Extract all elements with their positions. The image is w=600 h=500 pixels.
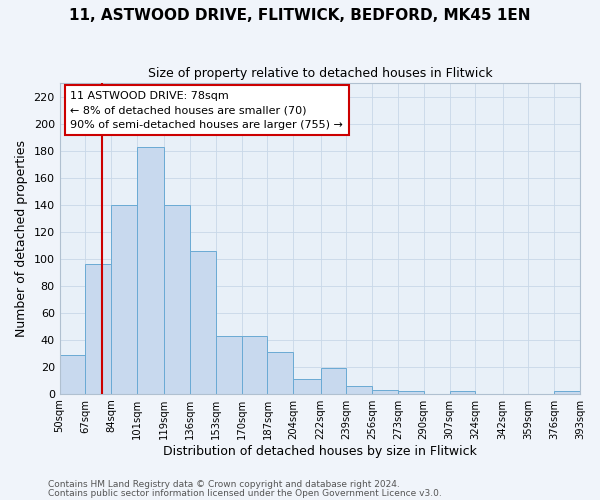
Bar — [164, 204, 190, 394]
Bar — [346, 386, 372, 394]
Bar — [242, 336, 268, 394]
Bar — [268, 352, 293, 394]
Bar — [398, 391, 424, 394]
Text: Contains public sector information licensed under the Open Government Licence v3: Contains public sector information licen… — [48, 488, 442, 498]
Bar — [111, 204, 137, 394]
Text: 11, ASTWOOD DRIVE, FLITWICK, BEDFORD, MK45 1EN: 11, ASTWOOD DRIVE, FLITWICK, BEDFORD, MK… — [69, 8, 531, 22]
Title: Size of property relative to detached houses in Flitwick: Size of property relative to detached ho… — [148, 68, 492, 80]
Bar — [59, 354, 85, 394]
Bar — [293, 379, 320, 394]
Y-axis label: Number of detached properties: Number of detached properties — [15, 140, 28, 337]
Bar — [449, 391, 475, 394]
Bar — [85, 264, 111, 394]
Text: Contains HM Land Registry data © Crown copyright and database right 2024.: Contains HM Land Registry data © Crown c… — [48, 480, 400, 489]
Bar — [320, 368, 346, 394]
Bar — [190, 250, 216, 394]
Bar — [137, 146, 164, 394]
Bar — [554, 391, 580, 394]
Text: 11 ASTWOOD DRIVE: 78sqm
← 8% of detached houses are smaller (70)
90% of semi-det: 11 ASTWOOD DRIVE: 78sqm ← 8% of detached… — [70, 91, 343, 130]
X-axis label: Distribution of detached houses by size in Flitwick: Distribution of detached houses by size … — [163, 444, 477, 458]
Bar — [372, 390, 398, 394]
Bar — [216, 336, 242, 394]
